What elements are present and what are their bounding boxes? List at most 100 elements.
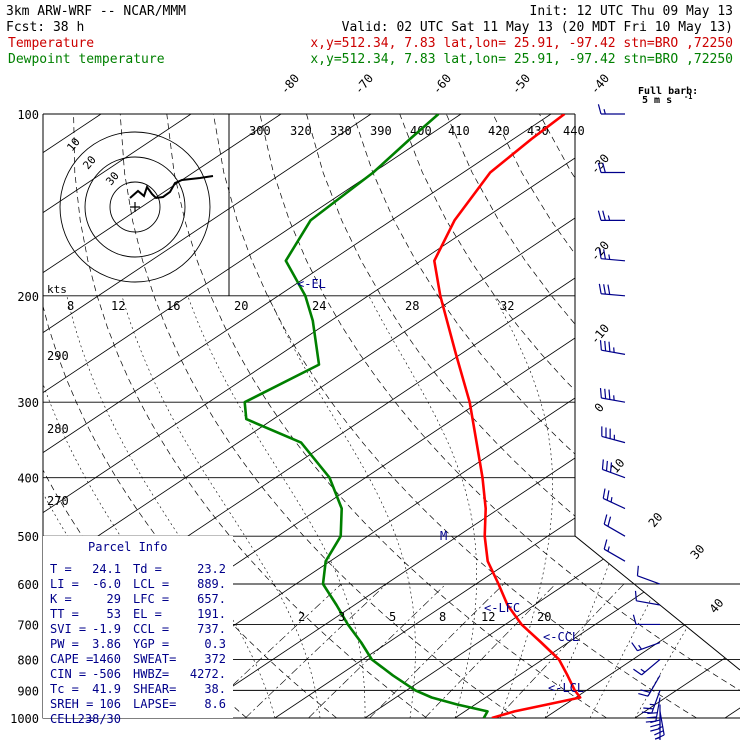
parcel-info-v2: 657.: [197, 592, 226, 606]
wind-barb-staff: [602, 497, 626, 510]
wind-barb-flag: [602, 210, 606, 221]
dry-adiabat-line: [73, 114, 427, 718]
wind-barb: [641, 690, 661, 714]
pressure-tick-label: 900: [17, 684, 39, 698]
theta-label: 280: [47, 422, 69, 436]
wind-barb-flag: [646, 716, 657, 719]
hodograph-speed-label: 28: [405, 299, 419, 313]
wind-barb-flag: [654, 730, 664, 736]
wind-barb-flag: [603, 109, 606, 115]
wind-barb-flag: [609, 462, 613, 473]
dry-adiabat-line: [585, 114, 740, 718]
wind-barb-flag: [650, 727, 661, 732]
hodograph-speed-label: 20: [234, 299, 248, 313]
wind-barb-flag: [599, 387, 602, 399]
hodograph-speed-label: 8: [67, 299, 74, 313]
wind-barb-staff: [601, 258, 626, 262]
parcel-info-v2: 8.6: [204, 697, 226, 711]
wind-barb-flag: [631, 642, 638, 652]
parcel-info-k2: YGP =: [133, 637, 169, 651]
parcel-info-k2: SHEAR=: [133, 682, 176, 696]
dewpoint-station-info: x,y=512.34, 7.83 lat,lon= 25.91, -97.42 …: [310, 52, 733, 67]
pressure-tick-label: 600: [17, 578, 39, 592]
wind-barb-flag: [638, 644, 642, 650]
wind-barb-flag: [603, 284, 606, 295]
parcel-info-k1: TT =: [50, 607, 79, 621]
parcel-info-k2: Td =: [133, 562, 162, 576]
parcel-info-v1: 238/30: [78, 712, 121, 726]
wind-barb-flag: [603, 514, 608, 525]
wind-barb-flag: [640, 689, 651, 693]
parcel-info-v1: -6.0: [92, 577, 121, 591]
parcel-info-k2: SWEAT=: [133, 652, 176, 666]
wind-barb-flag: [604, 388, 607, 399]
parcel-info-k1: Tc =: [50, 682, 79, 696]
wind-barb-flag: [608, 341, 611, 352]
dry-adiabat-line: [213, 114, 697, 718]
parcel-info-k1: CIN =: [50, 667, 86, 681]
parcel-info-v2: 4272.: [190, 667, 226, 681]
hodograph-ring: [59, 131, 211, 283]
wind-barb-flag: [608, 389, 611, 400]
wind-barb: [636, 565, 661, 585]
temperature-label: Temperature: [8, 36, 94, 51]
isotherm-line: [43, 114, 282, 718]
parcel-info-k2: LCL =: [133, 577, 169, 591]
wind-barb: [634, 590, 661, 606]
parcel-info-k1: LI =: [50, 577, 79, 591]
wind-barb: [602, 488, 626, 510]
mixing-ratio-label: 3: [338, 610, 345, 624]
wind-barb-staff: [603, 548, 626, 562]
theta-top-label: 410: [448, 124, 470, 138]
plot-frame-right: [574, 114, 740, 671]
parcel-info-v2: 23.2: [197, 562, 226, 576]
m-marker: M: [440, 529, 447, 543]
moist-adiabat-line: [589, 295, 740, 718]
model-title: 3km ARW-WRF -- NCAR/MMM: [6, 4, 186, 19]
wind-barb-flag: [603, 539, 608, 550]
isotherm-label: -70: [352, 71, 377, 97]
wind-barb-flag: [597, 162, 602, 173]
pressure-tick-label: 300: [17, 396, 39, 410]
isotherm-line: [364, 114, 740, 718]
wind-barb-flag: [607, 284, 611, 295]
wind-barb: [633, 659, 661, 676]
isotherm-line: [43, 114, 462, 718]
parcel-info-v2: 889.: [197, 577, 226, 591]
hodograph-ring: [84, 156, 186, 258]
wind-barb-staff: [641, 659, 661, 676]
theta-top-label: 320: [290, 124, 312, 138]
dry-adiabat-line: [725, 114, 740, 718]
barb-legend-value: 5 m s: [642, 95, 672, 106]
sounding-profiles: [243, 114, 582, 718]
wind-barb-flag: [640, 668, 646, 673]
mixing-ratio-label: 5: [389, 610, 396, 624]
parcel-info-k2: HWBZ=: [133, 667, 169, 681]
wind-barb: [598, 248, 626, 262]
wind-barb-staff: [601, 349, 626, 355]
isotherm-line: [274, 114, 740, 718]
wind-barbs: [597, 104, 665, 740]
isotherm-label: -60: [430, 71, 455, 97]
mixing-ratio-label: 2: [298, 610, 305, 624]
wind-barb-flag: [603, 249, 606, 260]
pressure-tick-label: 700: [17, 618, 39, 632]
dry-adiabat-line: [445, 114, 740, 718]
theta-top-label: 300: [249, 124, 271, 138]
wind-barb-staff: [637, 641, 661, 652]
parcel-info-k1: CELL =: [50, 712, 93, 726]
wind-barb-flag: [634, 590, 637, 601]
isotherm-label: 20: [646, 510, 666, 530]
mixing-ratio-label: 20: [537, 610, 551, 624]
parcel-info-k1: SVI =: [50, 622, 86, 636]
parcel-info-box: Parcel Info T = 24.1 Td = 23.2 LI = -6.0 LCL =…: [43, 536, 233, 726]
moist-adiabat-line: [544, 295, 650, 718]
wind-barb-staff: [637, 575, 661, 585]
wind-barb: [597, 210, 625, 221]
wind-barb-flag: [607, 516, 612, 527]
wind-barb-staff: [601, 293, 626, 297]
parcel-info-v2: 0.3: [204, 637, 226, 651]
isotherm-line: [43, 114, 372, 718]
dewpoint-label: Dewpoint temperature: [8, 52, 165, 67]
theta-label: 270: [47, 494, 69, 508]
